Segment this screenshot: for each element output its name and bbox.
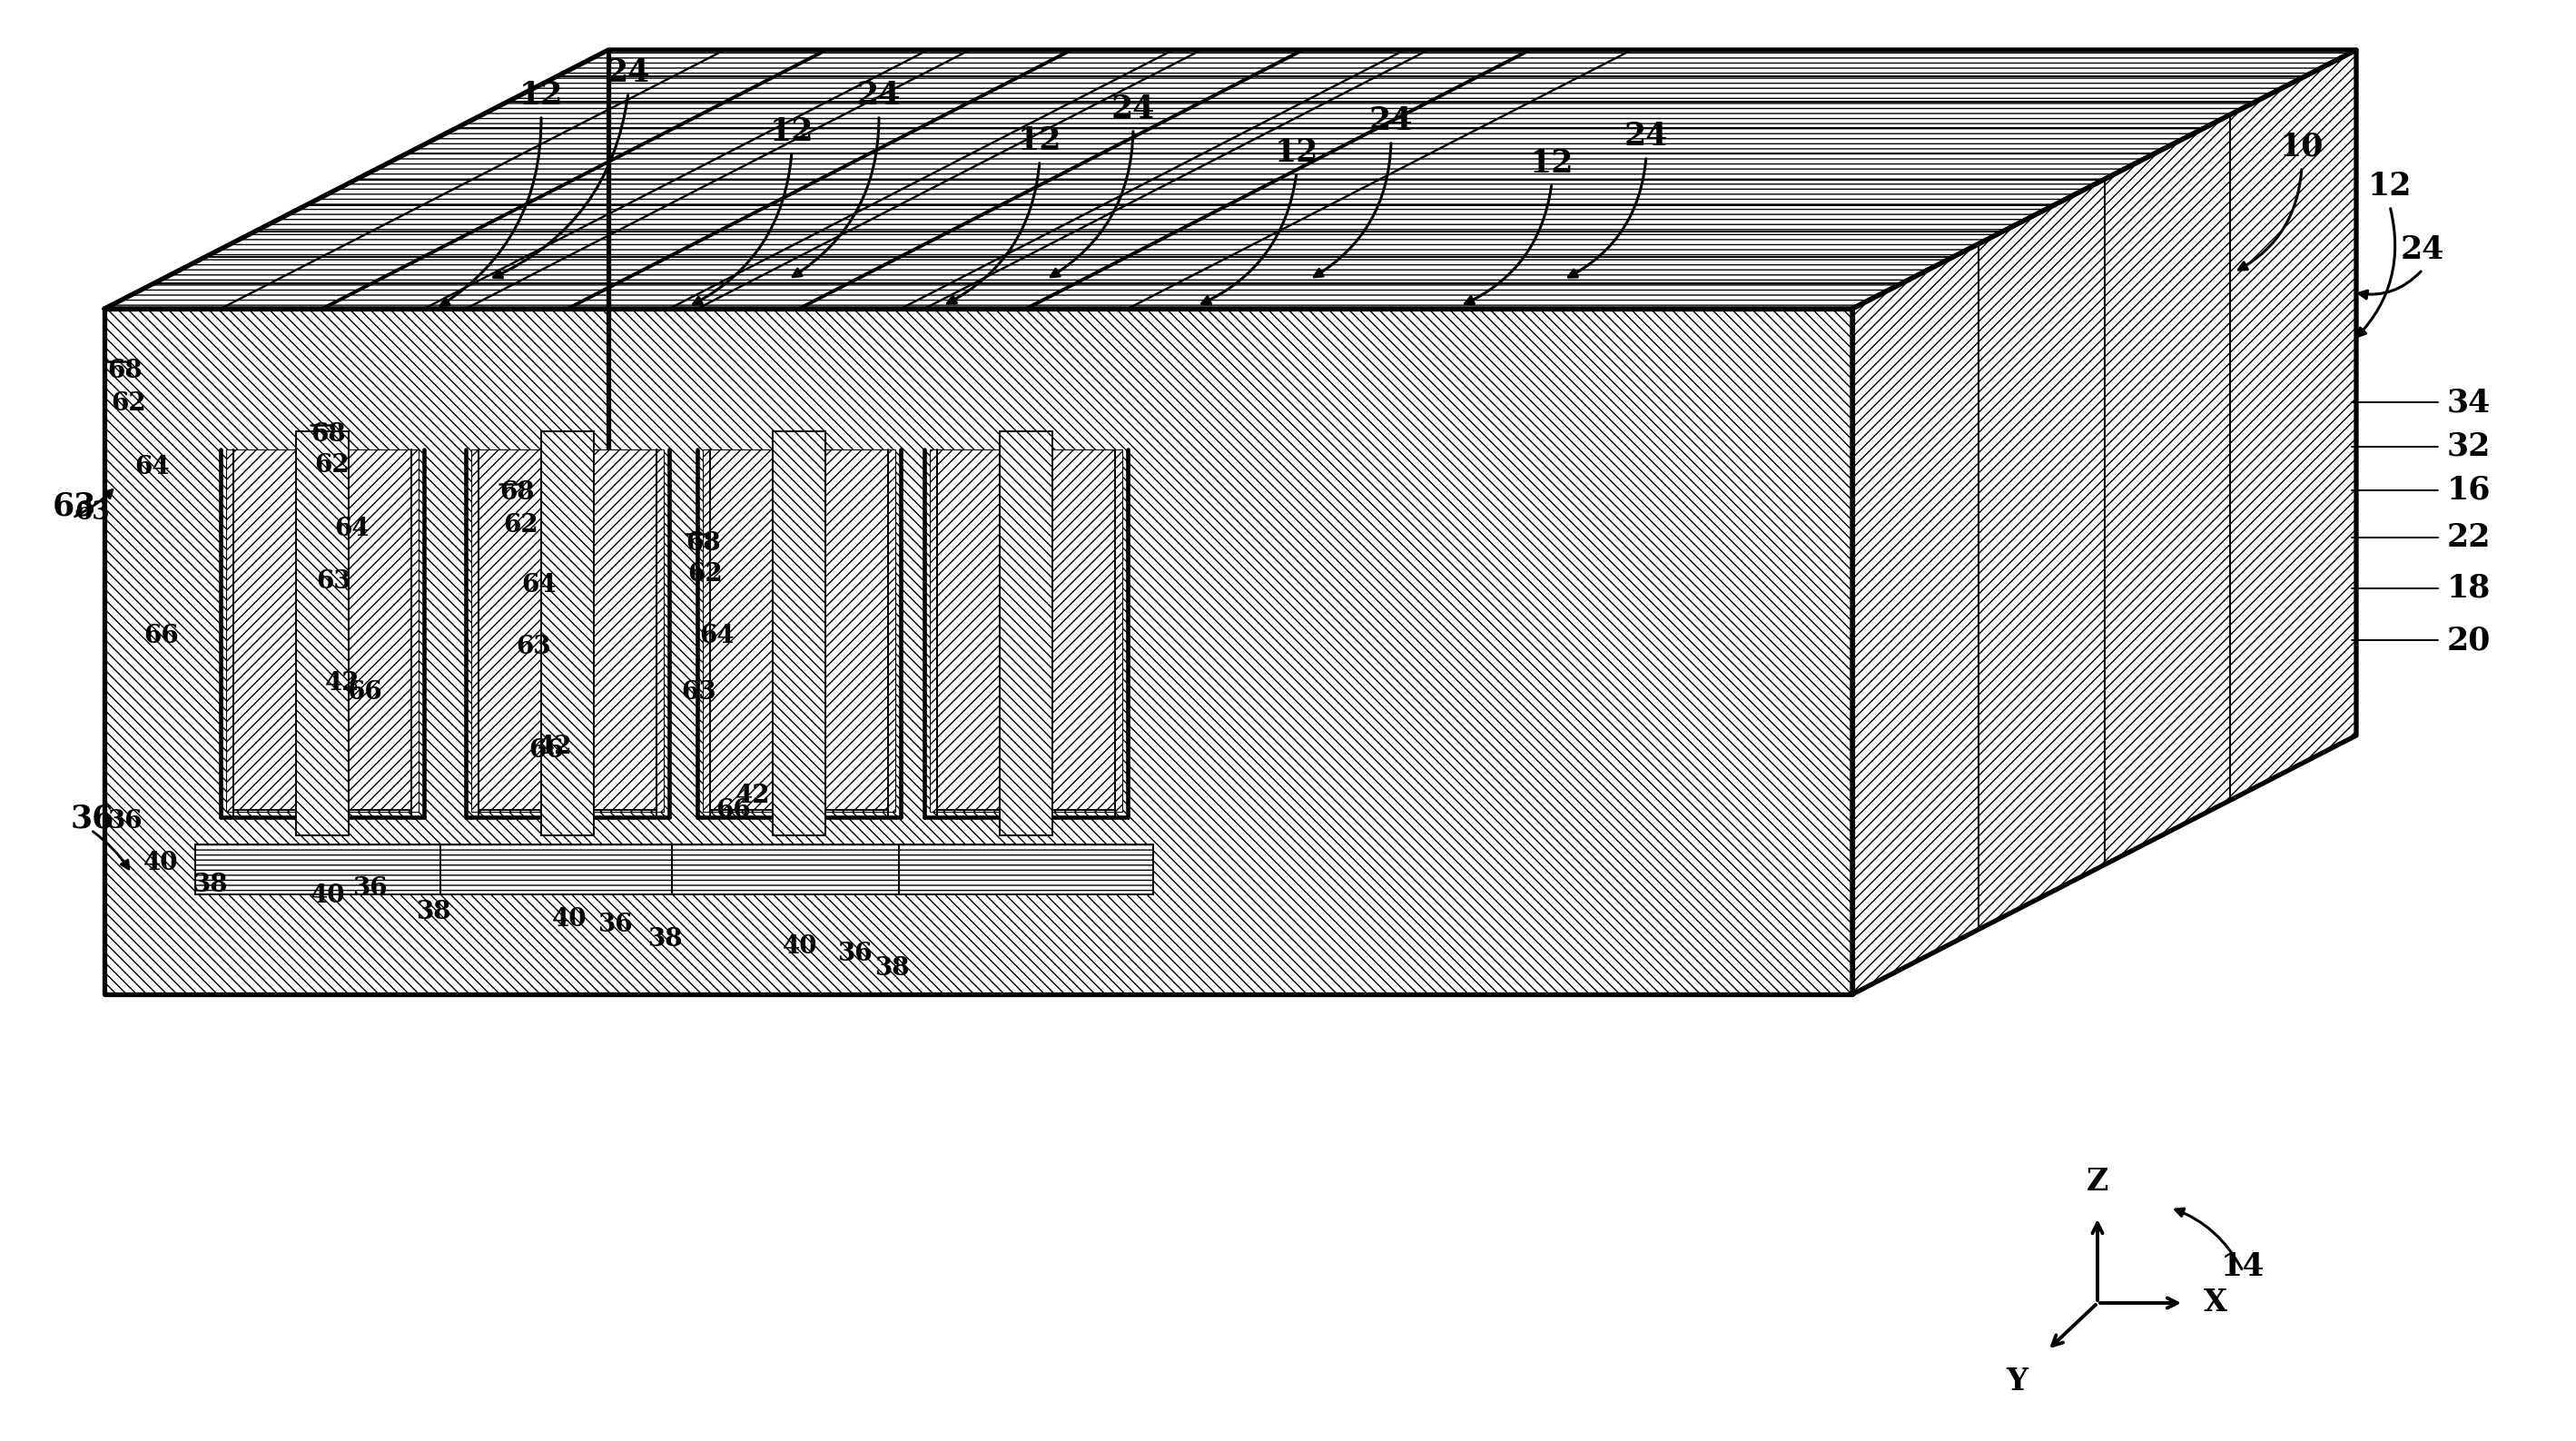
Polygon shape	[541, 431, 595, 836]
Text: X: X	[2202, 1288, 2228, 1319]
Text: 62: 62	[111, 391, 147, 415]
Text: 68: 68	[312, 422, 345, 447]
Text: 38: 38	[647, 928, 683, 953]
Polygon shape	[196, 844, 448, 895]
Polygon shape	[930, 450, 1123, 811]
Text: 63: 63	[680, 680, 716, 705]
Text: 40: 40	[144, 850, 178, 875]
Text: 42: 42	[325, 670, 361, 695]
Text: 40: 40	[551, 908, 587, 932]
Text: 36: 36	[598, 912, 634, 937]
Text: 68: 68	[685, 530, 721, 555]
Text: 64: 64	[698, 624, 734, 648]
Text: 24: 24	[1110, 94, 1154, 124]
Text: 24: 24	[858, 79, 902, 111]
Text: 68: 68	[500, 481, 533, 506]
Text: Z: Z	[2087, 1167, 2110, 1196]
Text: 63: 63	[515, 634, 551, 659]
Text: 24: 24	[1368, 105, 1414, 137]
Text: 36: 36	[108, 810, 142, 834]
Text: 63: 63	[52, 491, 95, 522]
Text: 24: 24	[605, 58, 649, 88]
Text: 42: 42	[737, 784, 770, 808]
Text: 12: 12	[1530, 148, 1574, 179]
Text: 42: 42	[538, 733, 572, 758]
Polygon shape	[999, 431, 1054, 836]
Polygon shape	[1852, 50, 2357, 994]
Polygon shape	[471, 450, 665, 811]
Polygon shape	[899, 844, 1154, 895]
Polygon shape	[296, 431, 348, 836]
Text: 12: 12	[1018, 125, 1061, 156]
Text: 38: 38	[415, 901, 451, 925]
Text: 64: 64	[335, 516, 368, 540]
Polygon shape	[106, 50, 2357, 308]
Text: 66: 66	[528, 738, 564, 762]
Text: 10: 10	[2280, 131, 2324, 163]
Text: 24: 24	[2401, 235, 2445, 265]
Text: 20: 20	[2447, 625, 2491, 656]
Polygon shape	[440, 844, 696, 895]
Text: 22: 22	[2447, 522, 2491, 553]
Polygon shape	[773, 431, 824, 836]
Text: 62: 62	[502, 513, 538, 537]
Text: Y: Y	[2007, 1366, 2027, 1396]
Text: 38: 38	[193, 873, 227, 898]
Polygon shape	[106, 308, 1852, 994]
Polygon shape	[672, 844, 927, 895]
Text: 66: 66	[144, 624, 178, 648]
Text: 63: 63	[317, 569, 350, 594]
Text: 66: 66	[348, 680, 381, 705]
Text: 18: 18	[2447, 574, 2491, 604]
Text: 66: 66	[716, 798, 750, 823]
Text: 62: 62	[314, 452, 350, 477]
Text: 12: 12	[770, 117, 814, 147]
Text: 38: 38	[873, 957, 909, 981]
Text: 12: 12	[1275, 137, 1319, 169]
Text: 16: 16	[2447, 476, 2491, 506]
Text: 64: 64	[520, 574, 556, 598]
Text: 68: 68	[108, 359, 142, 383]
Text: 12: 12	[520, 79, 564, 111]
Text: 12: 12	[2367, 170, 2411, 202]
Text: 40: 40	[783, 935, 817, 960]
Text: 24: 24	[1625, 121, 1669, 151]
Text: 64: 64	[134, 455, 170, 480]
Text: 32: 32	[2447, 431, 2491, 463]
Text: 36: 36	[353, 876, 386, 901]
Text: 40: 40	[312, 883, 345, 908]
Text: 34: 34	[2447, 386, 2491, 418]
Polygon shape	[227, 450, 417, 811]
Text: 36: 36	[837, 941, 873, 965]
Polygon shape	[703, 450, 896, 811]
Text: 14: 14	[2221, 1251, 2264, 1282]
Text: 36: 36	[70, 804, 116, 834]
Text: 63: 63	[75, 501, 111, 526]
Text: 62: 62	[688, 562, 721, 586]
